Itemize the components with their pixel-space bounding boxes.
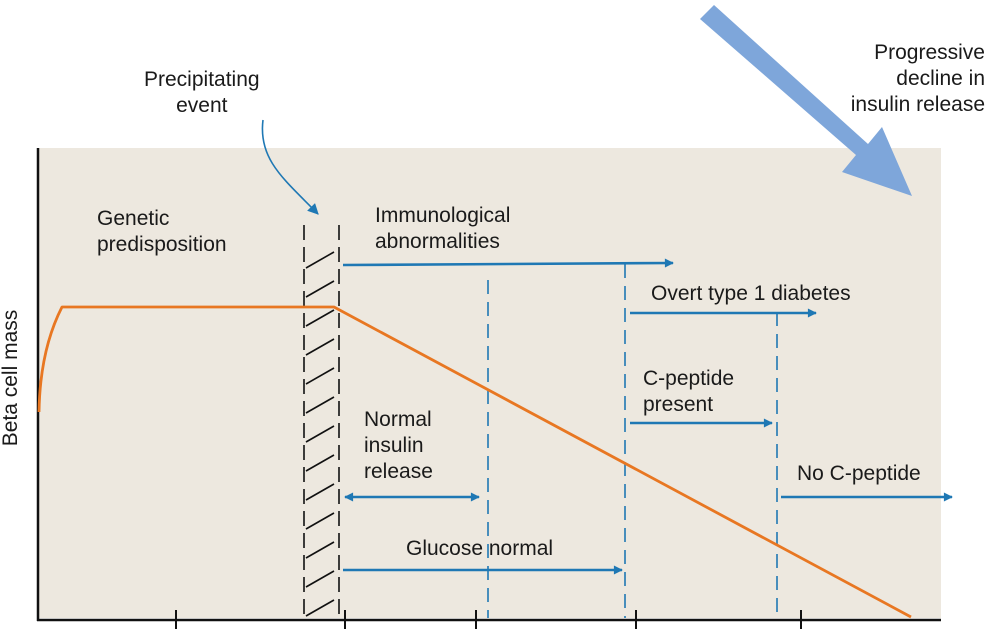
no-c-peptide-label: No C-peptide: [797, 462, 921, 485]
glucose-normal-label: Glucose normal: [406, 537, 554, 560]
precipitating-event-band: [303, 225, 340, 618]
immunological-abnormalities-label: Immunological abnormalities: [375, 204, 511, 253]
precipitating-event-arrow: [261, 119, 319, 215]
c-peptide-present-label: C-peptide present: [643, 367, 735, 416]
progressive-decline-arrow: [700, 5, 912, 196]
chart-panel: [38, 148, 941, 618]
y-axis-label-text: Beta cell mass: [0, 309, 22, 447]
precipitating-event-label: Precipitating event: [144, 68, 260, 117]
normal-insulin-release-label: Normal insulin release: [364, 408, 433, 483]
beta-cell-mass-curve: [37, 305, 912, 619]
immunological-arrow: [342, 258, 674, 268]
progressive-decline-text: Progressive decline in insulin release: [850, 41, 985, 116]
genetic-predisposition-label: Genetic predisposition: [97, 207, 227, 256]
overt-type1-diabetes-label: Overt type 1 diabetes: [651, 282, 851, 305]
